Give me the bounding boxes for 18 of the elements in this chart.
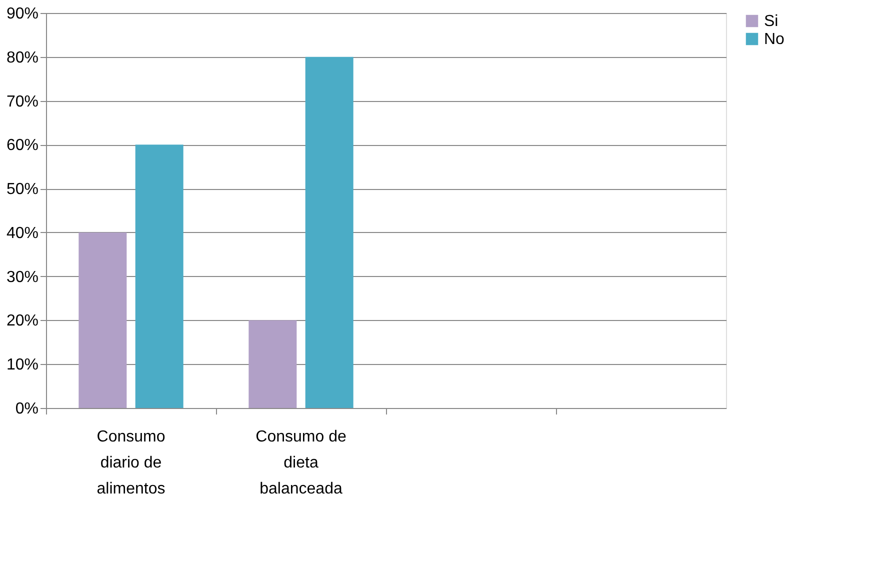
y-tick-label: 60% <box>6 137 38 154</box>
y-tick-label: 90% <box>6 6 38 22</box>
legend-label: Si <box>764 13 778 30</box>
bar <box>248 320 297 408</box>
bar <box>305 56 354 408</box>
y-tick-label: 30% <box>6 268 38 286</box>
y-tick-label: 70% <box>6 93 38 110</box>
y-tick-label: 80% <box>6 49 38 66</box>
bar <box>135 144 184 408</box>
y-tick-label: 0% <box>15 400 38 418</box>
y-tick-label: 50% <box>6 181 38 198</box>
legend-label: No <box>764 31 785 48</box>
bar <box>78 232 127 408</box>
y-tick-label: 10% <box>6 356 38 374</box>
y-tick-label: 20% <box>6 312 38 330</box>
x-tick-label: Consumo diario de alimentos <box>96 428 166 498</box>
x-tick-label: Consumo de dieta balanceada <box>256 428 346 498</box>
y-tick-label: 40% <box>6 224 38 242</box>
